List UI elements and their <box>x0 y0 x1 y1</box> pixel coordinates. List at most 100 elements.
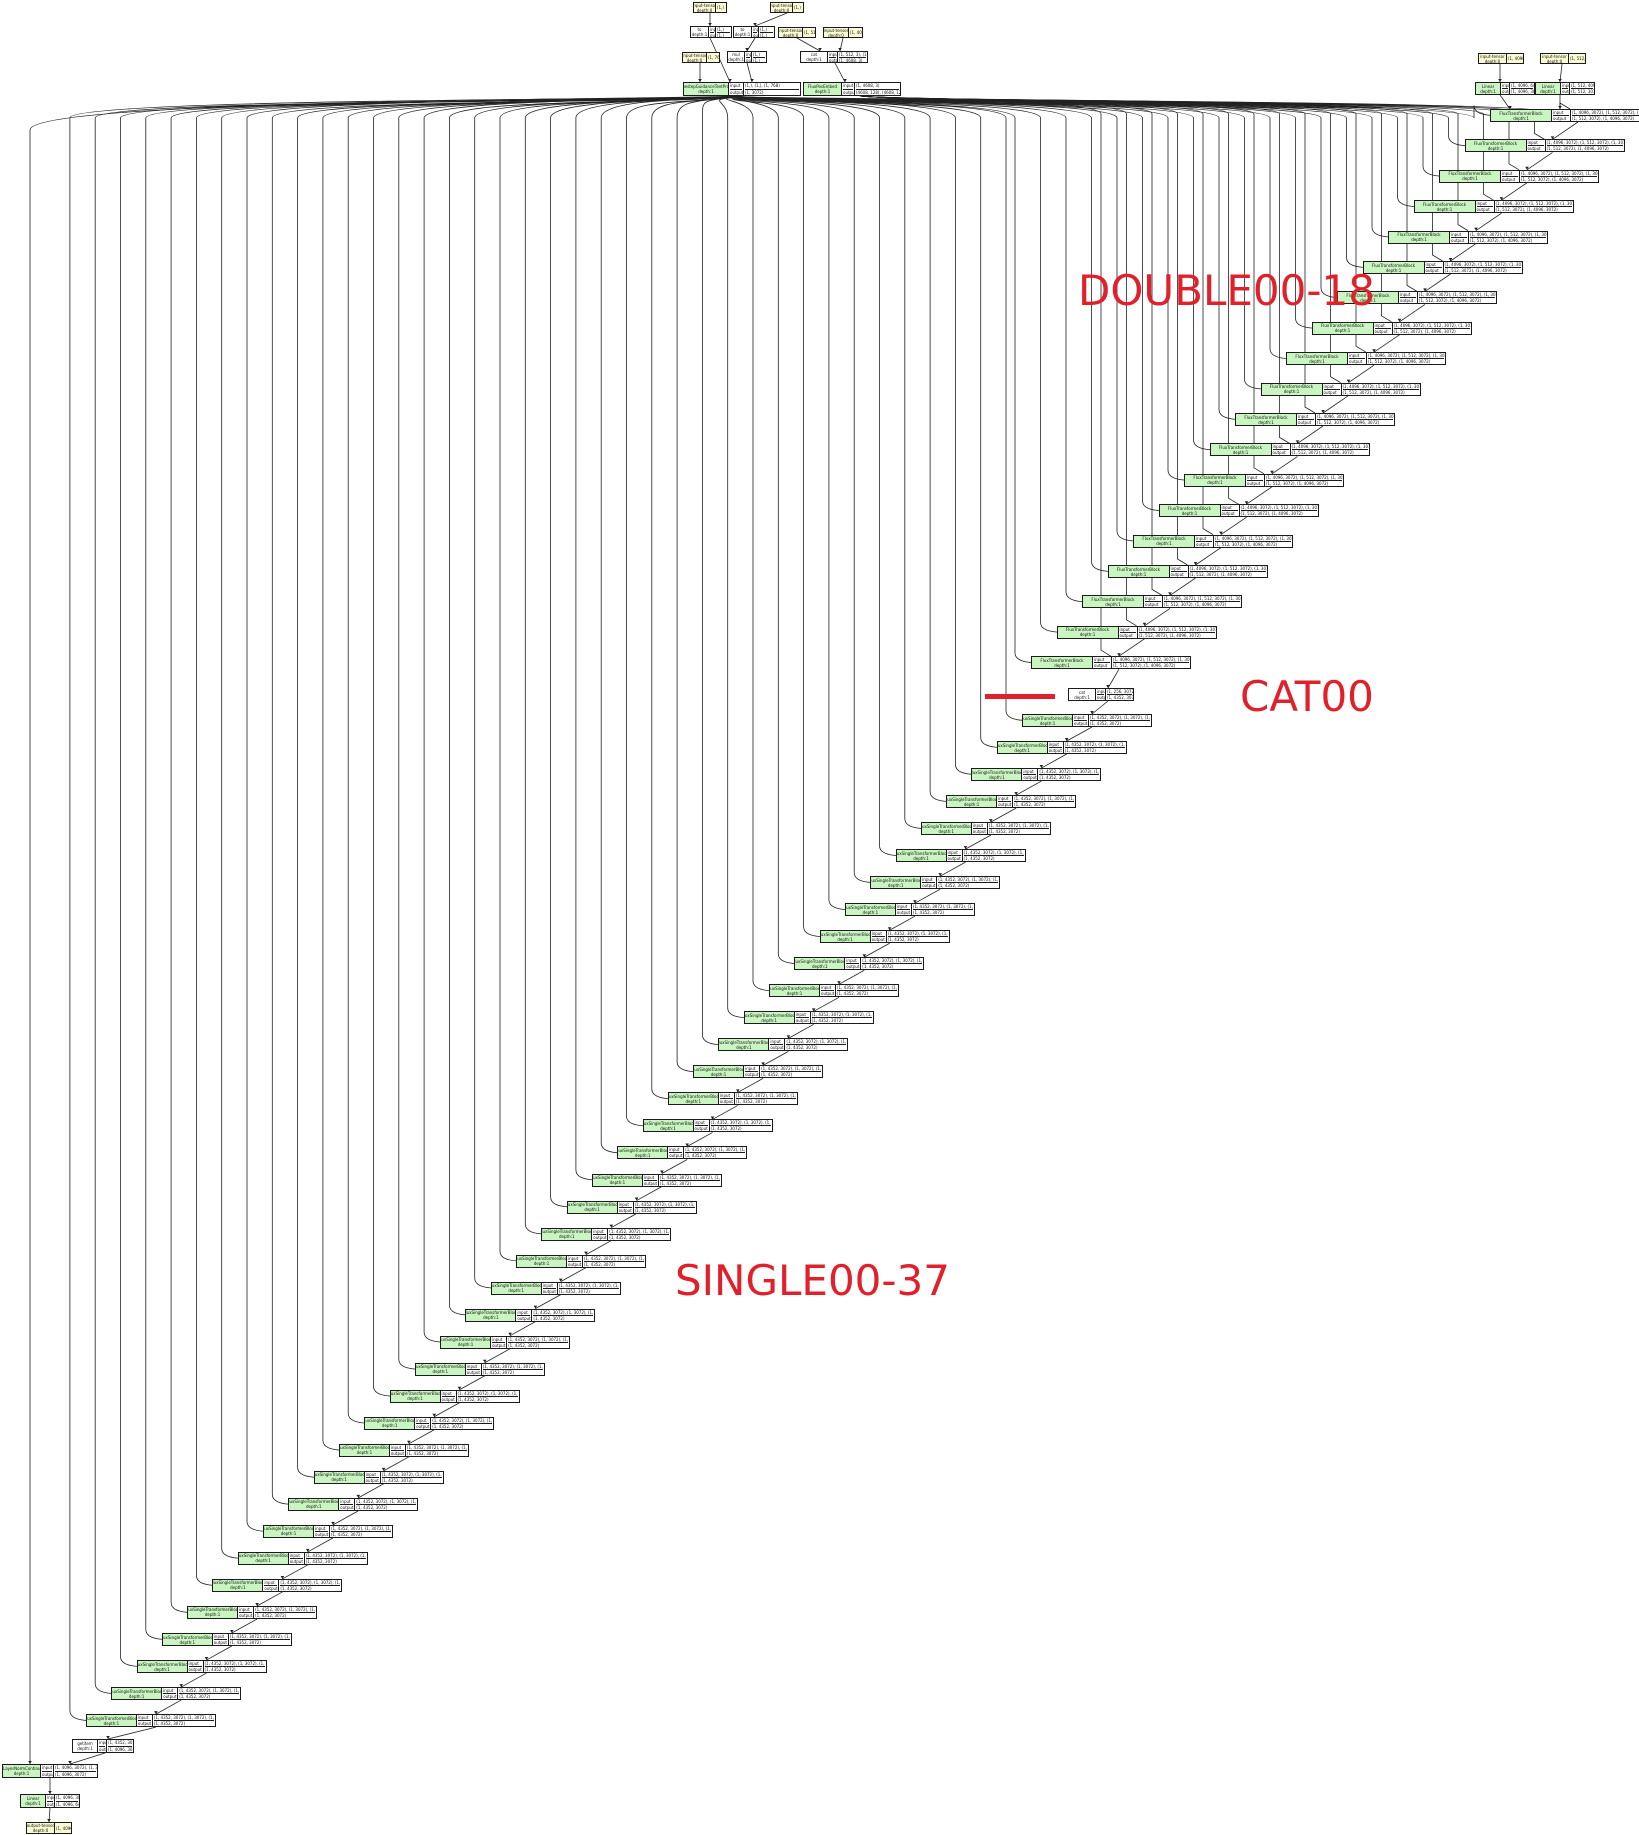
node-depth: depth:1 <box>1513 115 1529 121</box>
double-block-03[interactable]: FluxTransformerBlock depth:1 input output (1… <box>1413 200 1574 214</box>
edge-double-chain-4 <box>1450 243 1477 262</box>
single-block-20[interactable]: FluxSingleTransformerBlock depth:1 input ou… <box>516 1254 646 1268</box>
double-block-06[interactable]: FluxTransformerBlock depth:1 input output (1… <box>1337 291 1497 305</box>
edge-single-chain-36 <box>155 1699 182 1715</box>
double-block-10[interactable]: FluxTransformerBlock depth:1 input output (1… <box>1235 413 1395 426</box>
io-input-label: input <box>669 1147 683 1154</box>
io-output-label: output <box>1553 116 1567 121</box>
single-block-06[interactable]: FluxSingleTransformerBlock depth:1 input ou… <box>870 876 1001 890</box>
single-block-02[interactable]: FluxSingleTransformerBlock depth:1 input ou… <box>971 768 1102 782</box>
single-block-00[interactable]: FluxSingleTransformerBlock depth:1 input ou… <box>1022 714 1152 727</box>
node-depth: depth:1 <box>1156 541 1172 547</box>
single-block-14[interactable]: FluxSingleTransformerBlock depth:1 input ou… <box>667 1092 798 1106</box>
single-block-09[interactable]: FluxSingleTransformerBlock depth:1 input ou… <box>794 957 925 971</box>
double-block-01[interactable]: FluxTransformerBlock depth:1 input output (1… <box>1464 139 1625 153</box>
double-block-04[interactable]: FluxTransformerBlock depth:1 input output (1… <box>1388 230 1548 244</box>
single-block-33[interactable]: FluxSingleTransformerBlock depth:1 input ou… <box>187 1605 318 1619</box>
single-block-08[interactable]: FluxSingleTransformerBlock depth:1 input ou… <box>819 930 950 944</box>
node-label: cat depth:1 <box>801 52 828 62</box>
single-block-23[interactable]: FluxSingleTransformerBlock depth:1 input ou… <box>440 1335 571 1349</box>
node-values: (1, 4096, 3072), (1, 512, 3072), (1, 307… <box>1367 353 1445 365</box>
single-block-10[interactable]: FluxSingleTransformerBlock depth:1 input ou… <box>769 984 899 998</box>
output-shape: (1, 4352, 3072) <box>457 1396 489 1402</box>
double-block-02[interactable]: FluxTransformerBlock depth:1 input output (1… <box>1439 169 1599 183</box>
single-block-17[interactable]: FluxSingleTransformerBlock depth:1 input ou… <box>591 1173 722 1187</box>
single-block-13[interactable]: FluxSingleTransformerBlock depth:1 input ou… <box>693 1065 824 1079</box>
double-block-09[interactable]: FluxTransformerBlock depth:1 input output (1… <box>1260 382 1421 396</box>
node-depth: depth:1 <box>837 936 853 942</box>
single-block-32[interactable]: FluxSingleTransformerBlock depth:1 input ou… <box>212 1578 343 1592</box>
single-block-35[interactable]: FluxSingleTransformerBlock depth:1 input ou… <box>136 1660 267 1674</box>
double-block-07[interactable]: FluxTransformerBlock depth:1 input output (1… <box>1311 321 1472 335</box>
input-shape: (1, 4352, 3072), (1, 3072), (1, 4352, 64… <box>331 1525 392 1532</box>
single-block-16[interactable]: FluxSingleTransformerBlock depth:1 input ou… <box>617 1146 748 1160</box>
double-block-12[interactable]: FluxTransformerBlock depth:1 input output (1… <box>1184 473 1344 487</box>
node-label: FluxTransformerBlock depth:1 <box>1160 505 1221 517</box>
double-block-16[interactable]: FluxTransformerBlock depth:1 input output (1… <box>1082 595 1242 609</box>
norm-out-module[interactable]: AdaLayerNormContinuousdepth:1inputoutput… <box>2 1764 98 1778</box>
single-block-11[interactable]: FluxSingleTransformerBlock depth:1 input ou… <box>743 1011 874 1025</box>
output-shape: (1, 512, 3072), (1, 4096, 3072) <box>1368 359 1431 365</box>
single-block-34[interactable]: FluxSingleTransformerBlock depth:1 input ou… <box>161 1633 292 1647</box>
single-block-15[interactable]: FluxSingleTransformerBlock depth:1 input ou… <box>642 1119 773 1133</box>
single-block-30[interactable]: FluxSingleTransformerBlock depth:1 input ou… <box>263 1524 393 1538</box>
double-block-05[interactable]: FluxTransformerBlock depth:1 input output (1… <box>1362 261 1523 274</box>
time-text-embed-module[interactable]: CombinedTimestepGuidanceTextProjEmbeddin… <box>683 82 801 96</box>
single-block-21[interactable]: FluxSingleTransformerBlock depth:1 input ou… <box>490 1281 621 1295</box>
node-depth: depth:1 <box>1360 297 1376 303</box>
single-block-37[interactable]: FluxSingleTransformerBlock depth:1 input ou… <box>85 1714 216 1728</box>
edge-double-chain-16 <box>1144 608 1171 627</box>
double-block-17[interactable]: FluxTransformerBlock depth:1 input output (1… <box>1056 625 1217 639</box>
node-label-name: FluxTransformerBlock <box>1473 140 1518 146</box>
double-block-00[interactable]: FluxTransformerBlock depth:1 input output (1… <box>1490 109 1639 122</box>
single-block-31[interactable]: FluxSingleTransformerBlock depth:1 input ou… <box>237 1551 368 1565</box>
double-block-15[interactable]: FluxTransformerBlock depth:1 input output (1… <box>1107 565 1268 578</box>
double-block-13[interactable]: FluxTransformerBlock depth:1 input output (1… <box>1158 504 1319 518</box>
single-block-03[interactable]: FluxSingleTransformerBlock depth:1 input ou… <box>946 795 1077 809</box>
single-block-26[interactable]: FluxSingleTransformerBlock depth:1 input ou… <box>364 1416 495 1430</box>
single-block-01[interactable]: FluxSingleTransformerBlock depth:1 input ou… <box>996 741 1127 755</box>
double-block-14[interactable]: FluxTransformerBlock depth:1 input output (1… <box>1133 534 1293 548</box>
single-block-36[interactable]: FluxSingleTransformerBlock depth:1 input ou… <box>111 1687 242 1701</box>
double-block-08[interactable]: FluxTransformerBlock depth:1 input output (1… <box>1286 352 1446 366</box>
single-block-24[interactable]: FluxSingleTransformerBlock depth:1 input ou… <box>414 1362 545 1376</box>
io-output-label: output <box>829 57 838 63</box>
single-block-18[interactable]: FluxSingleTransformerBlock depth:1 input ou… <box>566 1200 697 1214</box>
pos-embed-module[interactable]: FluxPosEmbed depth:1 input output (1, 4608, … <box>803 82 901 96</box>
single-block-05[interactable]: FluxSingleTransformerBlock depth:1 input ou… <box>895 849 1026 863</box>
node-values: (1, 4352, 3072), (1, 3072), (1, 4352, 64… <box>304 1552 367 1564</box>
double-block-18[interactable]: FluxTransformerBlock depth:1 input output (1… <box>1031 656 1191 670</box>
input-shape: (1, 4096, 3072), (1, 512, 3072), (1, 307… <box>1215 535 1292 542</box>
single-block-25[interactable]: FluxSingleTransformerBlock depth:1 input ou… <box>389 1389 520 1403</box>
single-block-28[interactable]: FluxSingleTransformerBlock depth:1 input ou… <box>313 1470 444 1484</box>
single-block-27[interactable]: FluxSingleTransformerBlock depth:1 input ou… <box>338 1443 469 1457</box>
io-output-label: output <box>719 1099 733 1105</box>
edge-rope-double-6 <box>859 95 1418 292</box>
single-block-22[interactable]: FluxSingleTransformerBlock depth:1 input ou… <box>465 1308 596 1322</box>
single-block-07[interactable]: FluxSingleTransformerBlock depth:1 input ou… <box>844 903 975 917</box>
double-block-11[interactable]: FluxTransformerBlock depth:1 input output (1… <box>1209 443 1370 457</box>
single-block-19[interactable]: FluxSingleTransformerBlock depth:1 input ou… <box>541 1227 672 1241</box>
single-block-29[interactable]: FluxSingleTransformerBlock depth:1 input ou… <box>288 1497 419 1511</box>
single-block-12[interactable]: FluxSingleTransformerBlock depth:1 input ou… <box>718 1038 849 1052</box>
single-block-04[interactable]: FluxSingleTransformerBlock depth:1 input ou… <box>920 822 1051 836</box>
